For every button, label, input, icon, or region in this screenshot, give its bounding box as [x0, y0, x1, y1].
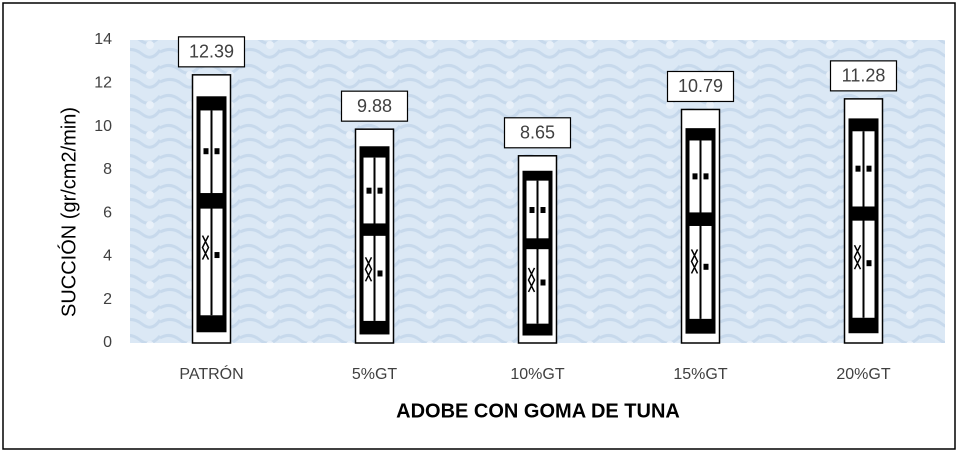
bar-decoration: [366, 187, 372, 194]
bar-decoration: [377, 270, 383, 277]
x-tick-label: 5%GT: [352, 366, 398, 383]
x-tick-label: PATRÓN: [179, 364, 243, 383]
y-tick-label: 4: [103, 248, 112, 265]
y-tick-label: 0: [103, 334, 112, 351]
data-label-box: [177, 36, 246, 68]
bar-decoration: [540, 207, 546, 214]
bar-pattern: [359, 146, 390, 335]
x-tick-label: 20%GT: [836, 366, 890, 383]
x-tick-label: 15%GT: [673, 366, 727, 383]
x-tick-label: 10%GT: [510, 366, 564, 383]
bar-decoration: [703, 263, 709, 270]
data-label-box: [666, 70, 735, 103]
y-tick-label: 2: [103, 291, 112, 308]
bar-decoration: [853, 244, 862, 270]
data-label: 9.88: [357, 96, 392, 116]
y-axis-title: SUCCIÓN (gr/cm2/min): [57, 107, 80, 317]
bar-decoration: [377, 187, 383, 194]
bar-decoration: [690, 249, 699, 274]
bar-pattern: [685, 128, 716, 334]
bar-decoration: [703, 173, 709, 180]
data-label-box: [340, 90, 409, 122]
x-axis-title: ADOBE CON GOMA DE TUNA: [396, 400, 680, 422]
data-label-box: [503, 117, 572, 149]
data-label: 10.79: [678, 76, 723, 96]
y-tick-label: 6: [103, 204, 112, 221]
data-label: 12.39: [189, 42, 234, 62]
y-tick-label: 12: [94, 75, 112, 92]
bar-decoration: [692, 173, 698, 180]
bar-decoration: [866, 165, 872, 172]
bar-decoration: [529, 207, 535, 214]
bar-decoration: [866, 260, 872, 267]
bar-decoration: [540, 279, 546, 286]
bar-decoration: [203, 148, 209, 155]
y-tick-label: 8: [103, 161, 112, 178]
data-label: 11.28: [842, 66, 886, 86]
bar-decoration: [527, 267, 536, 293]
bar-decoration: [855, 165, 861, 172]
bar-decoration: [201, 235, 210, 260]
y-tick-label: 10: [94, 118, 112, 135]
bar-pattern: [522, 170, 553, 336]
bar-decoration: [364, 256, 373, 282]
bar-pattern: [848, 118, 879, 334]
y-tick-label: 14: [94, 31, 112, 48]
bar-decoration: [214, 252, 220, 259]
bar-decoration: [214, 148, 220, 155]
bar-pattern: [196, 96, 227, 333]
data-label: 8.65: [520, 123, 555, 143]
data-label-box: [829, 60, 898, 92]
